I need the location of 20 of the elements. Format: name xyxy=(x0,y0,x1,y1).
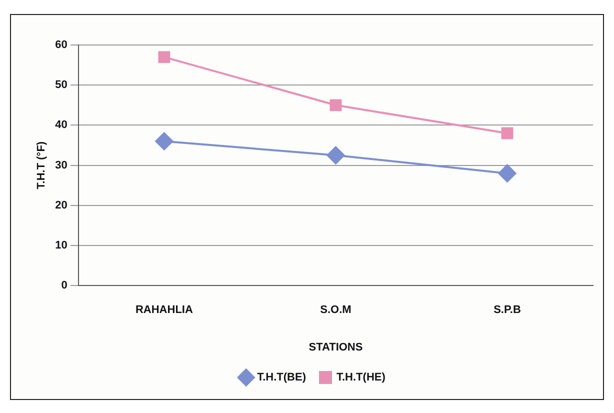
point xyxy=(326,146,345,164)
y-tick-label: 60 xyxy=(55,39,68,52)
x-tick-label: RAHAHLIA xyxy=(135,304,193,316)
legend-label: T.H.T(HE) xyxy=(336,372,386,384)
point xyxy=(330,99,342,112)
y-tick-label: 0 xyxy=(61,280,68,292)
point xyxy=(501,127,514,140)
point xyxy=(498,164,516,182)
x-tick-label: S.P.B xyxy=(494,304,521,316)
y-tick-label: 20 xyxy=(55,199,68,212)
y-axis-title: T.H.T (°F) xyxy=(36,141,48,190)
point xyxy=(158,51,170,63)
y-tick-label: 10 xyxy=(55,240,68,252)
point xyxy=(155,132,174,150)
x-tick-label: S.O.M xyxy=(320,304,352,316)
y-tick-label: 30 xyxy=(55,159,68,172)
x-axis-title: STATIONS xyxy=(308,341,363,354)
legend-label: T.H.T(BE) xyxy=(257,372,306,384)
y-tick-label: 50 xyxy=(55,79,68,92)
y-tick-label: 40 xyxy=(55,119,68,132)
